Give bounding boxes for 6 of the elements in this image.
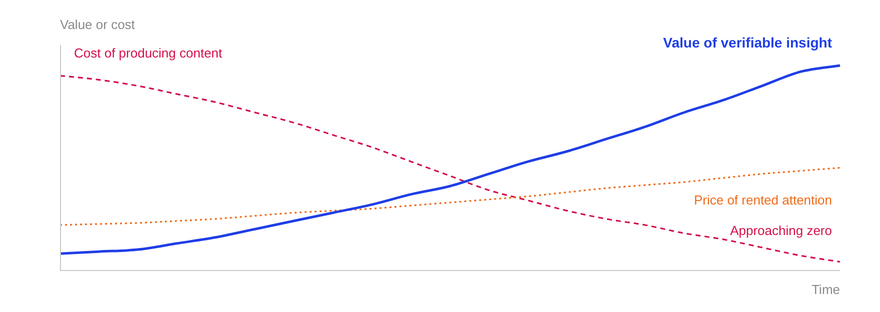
x-axis-title: Time: [812, 282, 840, 297]
series-label: Price of rented attention: [694, 192, 832, 208]
series-label: Cost of producing content: [74, 46, 223, 61]
series-label: Value of verifiable insight: [663, 34, 832, 50]
annotation: Approaching zero: [730, 222, 832, 238]
y-axis-title: Value or cost: [60, 17, 136, 32]
